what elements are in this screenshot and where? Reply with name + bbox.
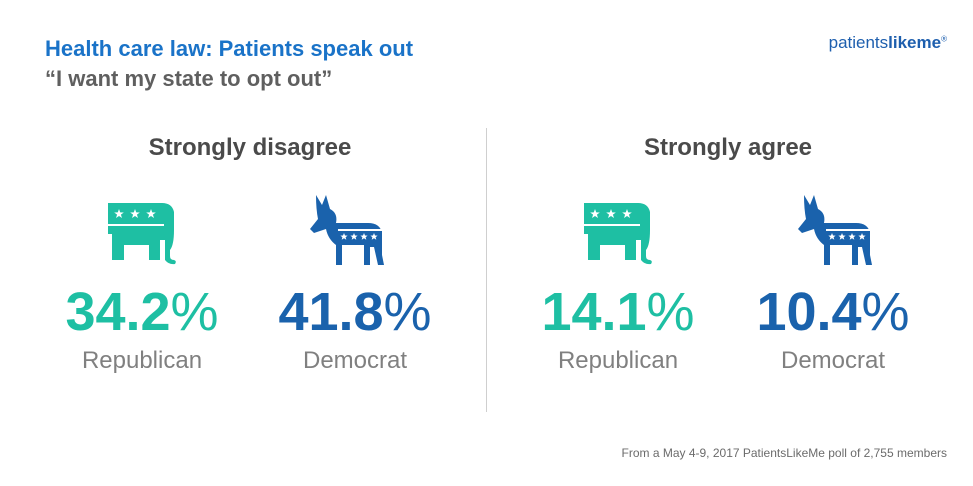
group-heading-agree: Strongly agree bbox=[643, 134, 813, 161]
value-unit: % bbox=[646, 282, 695, 342]
value-unit: % bbox=[861, 282, 910, 342]
value-unit: % bbox=[170, 282, 219, 342]
donkey-icon bbox=[310, 195, 384, 265]
chart-title: Health care law: Patients speak out bbox=[45, 36, 414, 61]
elephant-icon bbox=[584, 203, 652, 265]
logo-part-2: likeme bbox=[888, 33, 942, 52]
logo-registered-mark: ® bbox=[941, 34, 947, 44]
value-agree-democrat: 10.4% bbox=[723, 285, 943, 339]
logo-part-1: patients bbox=[828, 33, 889, 52]
party-label-democrat: Democrat bbox=[780, 347, 886, 374]
brand-logo: patientslikeme® bbox=[829, 33, 947, 53]
party-label-republican: Republican bbox=[557, 347, 679, 374]
elephant-icon bbox=[108, 203, 176, 265]
chart-subtitle: “I want my state to opt out” bbox=[45, 66, 333, 91]
value-agree-republican: 14.1% bbox=[508, 285, 728, 339]
value-number: 14.1 bbox=[541, 282, 647, 342]
value-number: 34.2 bbox=[65, 282, 171, 342]
value-disagree-republican: 34.2% bbox=[32, 285, 252, 339]
section-divider bbox=[486, 128, 487, 412]
donkey-icon bbox=[798, 195, 872, 265]
value-unit: % bbox=[383, 282, 432, 342]
party-label-democrat: Democrat bbox=[302, 347, 408, 374]
value-disagree-democrat: 41.8% bbox=[245, 285, 465, 339]
value-number: 10.4 bbox=[756, 282, 862, 342]
group-heading-disagree: Strongly disagree bbox=[148, 134, 352, 161]
value-number: 41.8 bbox=[278, 282, 384, 342]
source-note: From a May 4-9, 2017 PatientsLikeMe poll… bbox=[621, 446, 948, 460]
party-label-republican: Republican bbox=[81, 347, 203, 374]
